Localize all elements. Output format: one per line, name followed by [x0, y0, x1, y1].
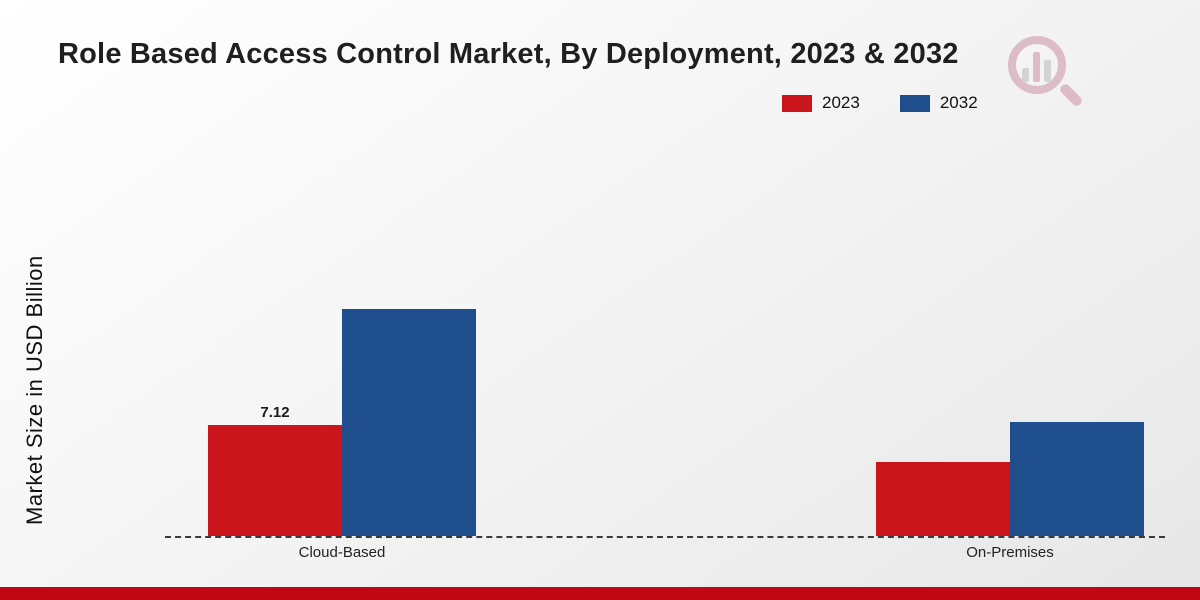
page-title: Role Based Access Control Market, By Dep…	[58, 38, 959, 70]
brand-logo	[1004, 34, 1084, 112]
y-axis-label: Market Size in USD Billion	[22, 255, 47, 525]
bar-2032-cloud-based	[342, 309, 476, 536]
logo-bar-icon	[1033, 52, 1040, 82]
bar-2023-cloud-based	[208, 424, 342, 536]
bar-slot: 7.12	[208, 404, 342, 536]
bar-group-cloud-based: 7.12 Cloud-Based	[208, 309, 476, 561]
legend-item: 2023	[782, 93, 860, 113]
bar-2032-on-premises	[1010, 421, 1144, 536]
bar-2023-on-premises	[876, 462, 1010, 536]
bottom-accent-strip	[0, 587, 1200, 600]
logo-magnifier-circle-icon	[1008, 36, 1066, 94]
plot-area: 7.12 Cloud-Based On-Premises	[165, 98, 1165, 561]
legend-swatch-2023	[782, 94, 812, 112]
bar-value-label: 7.12	[260, 403, 290, 421]
logo-bar-chart-icon	[1022, 52, 1051, 82]
bar-slot	[876, 462, 1010, 536]
legend-label-2032: 2032	[939, 93, 978, 112]
category-label-cloud-based: Cloud-Based	[298, 544, 386, 561]
category-label-on-premises: On-Premises	[966, 544, 1054, 561]
legend-swatch-2032	[899, 94, 930, 112]
legend: 2023 2032	[782, 93, 978, 113]
logo-bar-icon	[1022, 68, 1029, 82]
legend-item: 2032	[899, 93, 978, 113]
logo-bar-icon	[1044, 60, 1051, 82]
bar-group-on-premises: On-Premises	[876, 421, 1144, 561]
legend-label-2023: 2023	[822, 93, 860, 112]
bar-slot	[342, 309, 476, 536]
bar-slot	[1010, 421, 1144, 536]
